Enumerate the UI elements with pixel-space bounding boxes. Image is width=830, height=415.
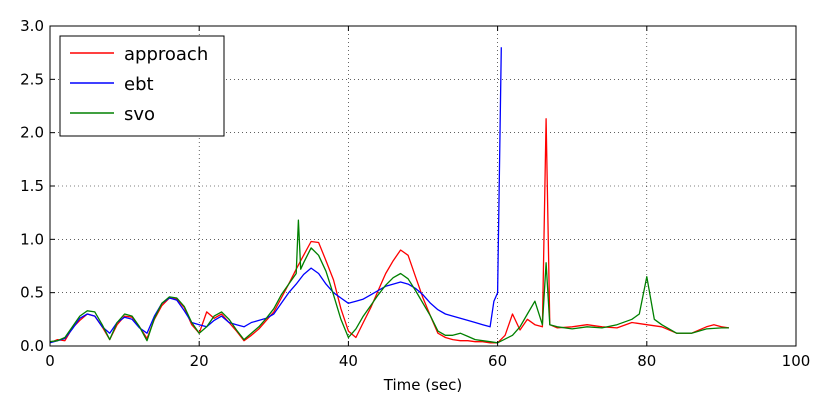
legend-label-ebt: ebt bbox=[124, 74, 154, 95]
x-tick-label: 20 bbox=[190, 352, 209, 370]
y-tick-label: 3.0 bbox=[20, 17, 44, 35]
x-tick-label: 100 bbox=[782, 352, 811, 370]
y-tick-label: 0.5 bbox=[20, 284, 44, 302]
legend: approach ebt svo bbox=[59, 35, 225, 137]
series-line-svo bbox=[49, 219, 729, 344]
x-axis-label: Time (sec) bbox=[383, 376, 462, 394]
x-tick-label: 60 bbox=[488, 352, 507, 370]
legend-label-svo: svo bbox=[124, 104, 155, 125]
axes-ticks: 0 20 40 60 80 100 0.0 0.5 1.0 1.5 2.0 2.5 3.0 bbox=[20, 17, 810, 370]
x-tick-label: 40 bbox=[339, 352, 358, 370]
y-tick-label: 1.0 bbox=[20, 230, 44, 248]
x-tick-label: 0 bbox=[45, 352, 55, 370]
plot-area bbox=[49, 47, 729, 344]
legend-label-approach: approach bbox=[124, 44, 208, 65]
y-tick-label: 0.0 bbox=[20, 337, 44, 355]
y-tick-label: 1.5 bbox=[20, 177, 44, 195]
series-line-ebt bbox=[49, 47, 502, 344]
y-tick-label: 2.0 bbox=[20, 124, 44, 142]
x-tick-label: 80 bbox=[637, 352, 656, 370]
series-line-approach bbox=[49, 118, 729, 344]
y-tick-label: 2.5 bbox=[20, 70, 44, 88]
